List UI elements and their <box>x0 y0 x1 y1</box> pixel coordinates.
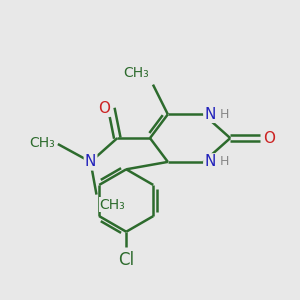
Text: CH₃: CH₃ <box>123 66 148 80</box>
Text: N: N <box>204 154 216 169</box>
Text: N: N <box>204 107 216 122</box>
Text: CH₃: CH₃ <box>100 198 125 212</box>
Text: O: O <box>98 101 110 116</box>
Text: Cl: Cl <box>118 251 134 269</box>
Text: H: H <box>220 108 229 121</box>
Text: N: N <box>85 154 96 169</box>
Text: H: H <box>220 155 229 168</box>
Text: CH₃: CH₃ <box>29 136 55 150</box>
Text: O: O <box>263 130 275 146</box>
